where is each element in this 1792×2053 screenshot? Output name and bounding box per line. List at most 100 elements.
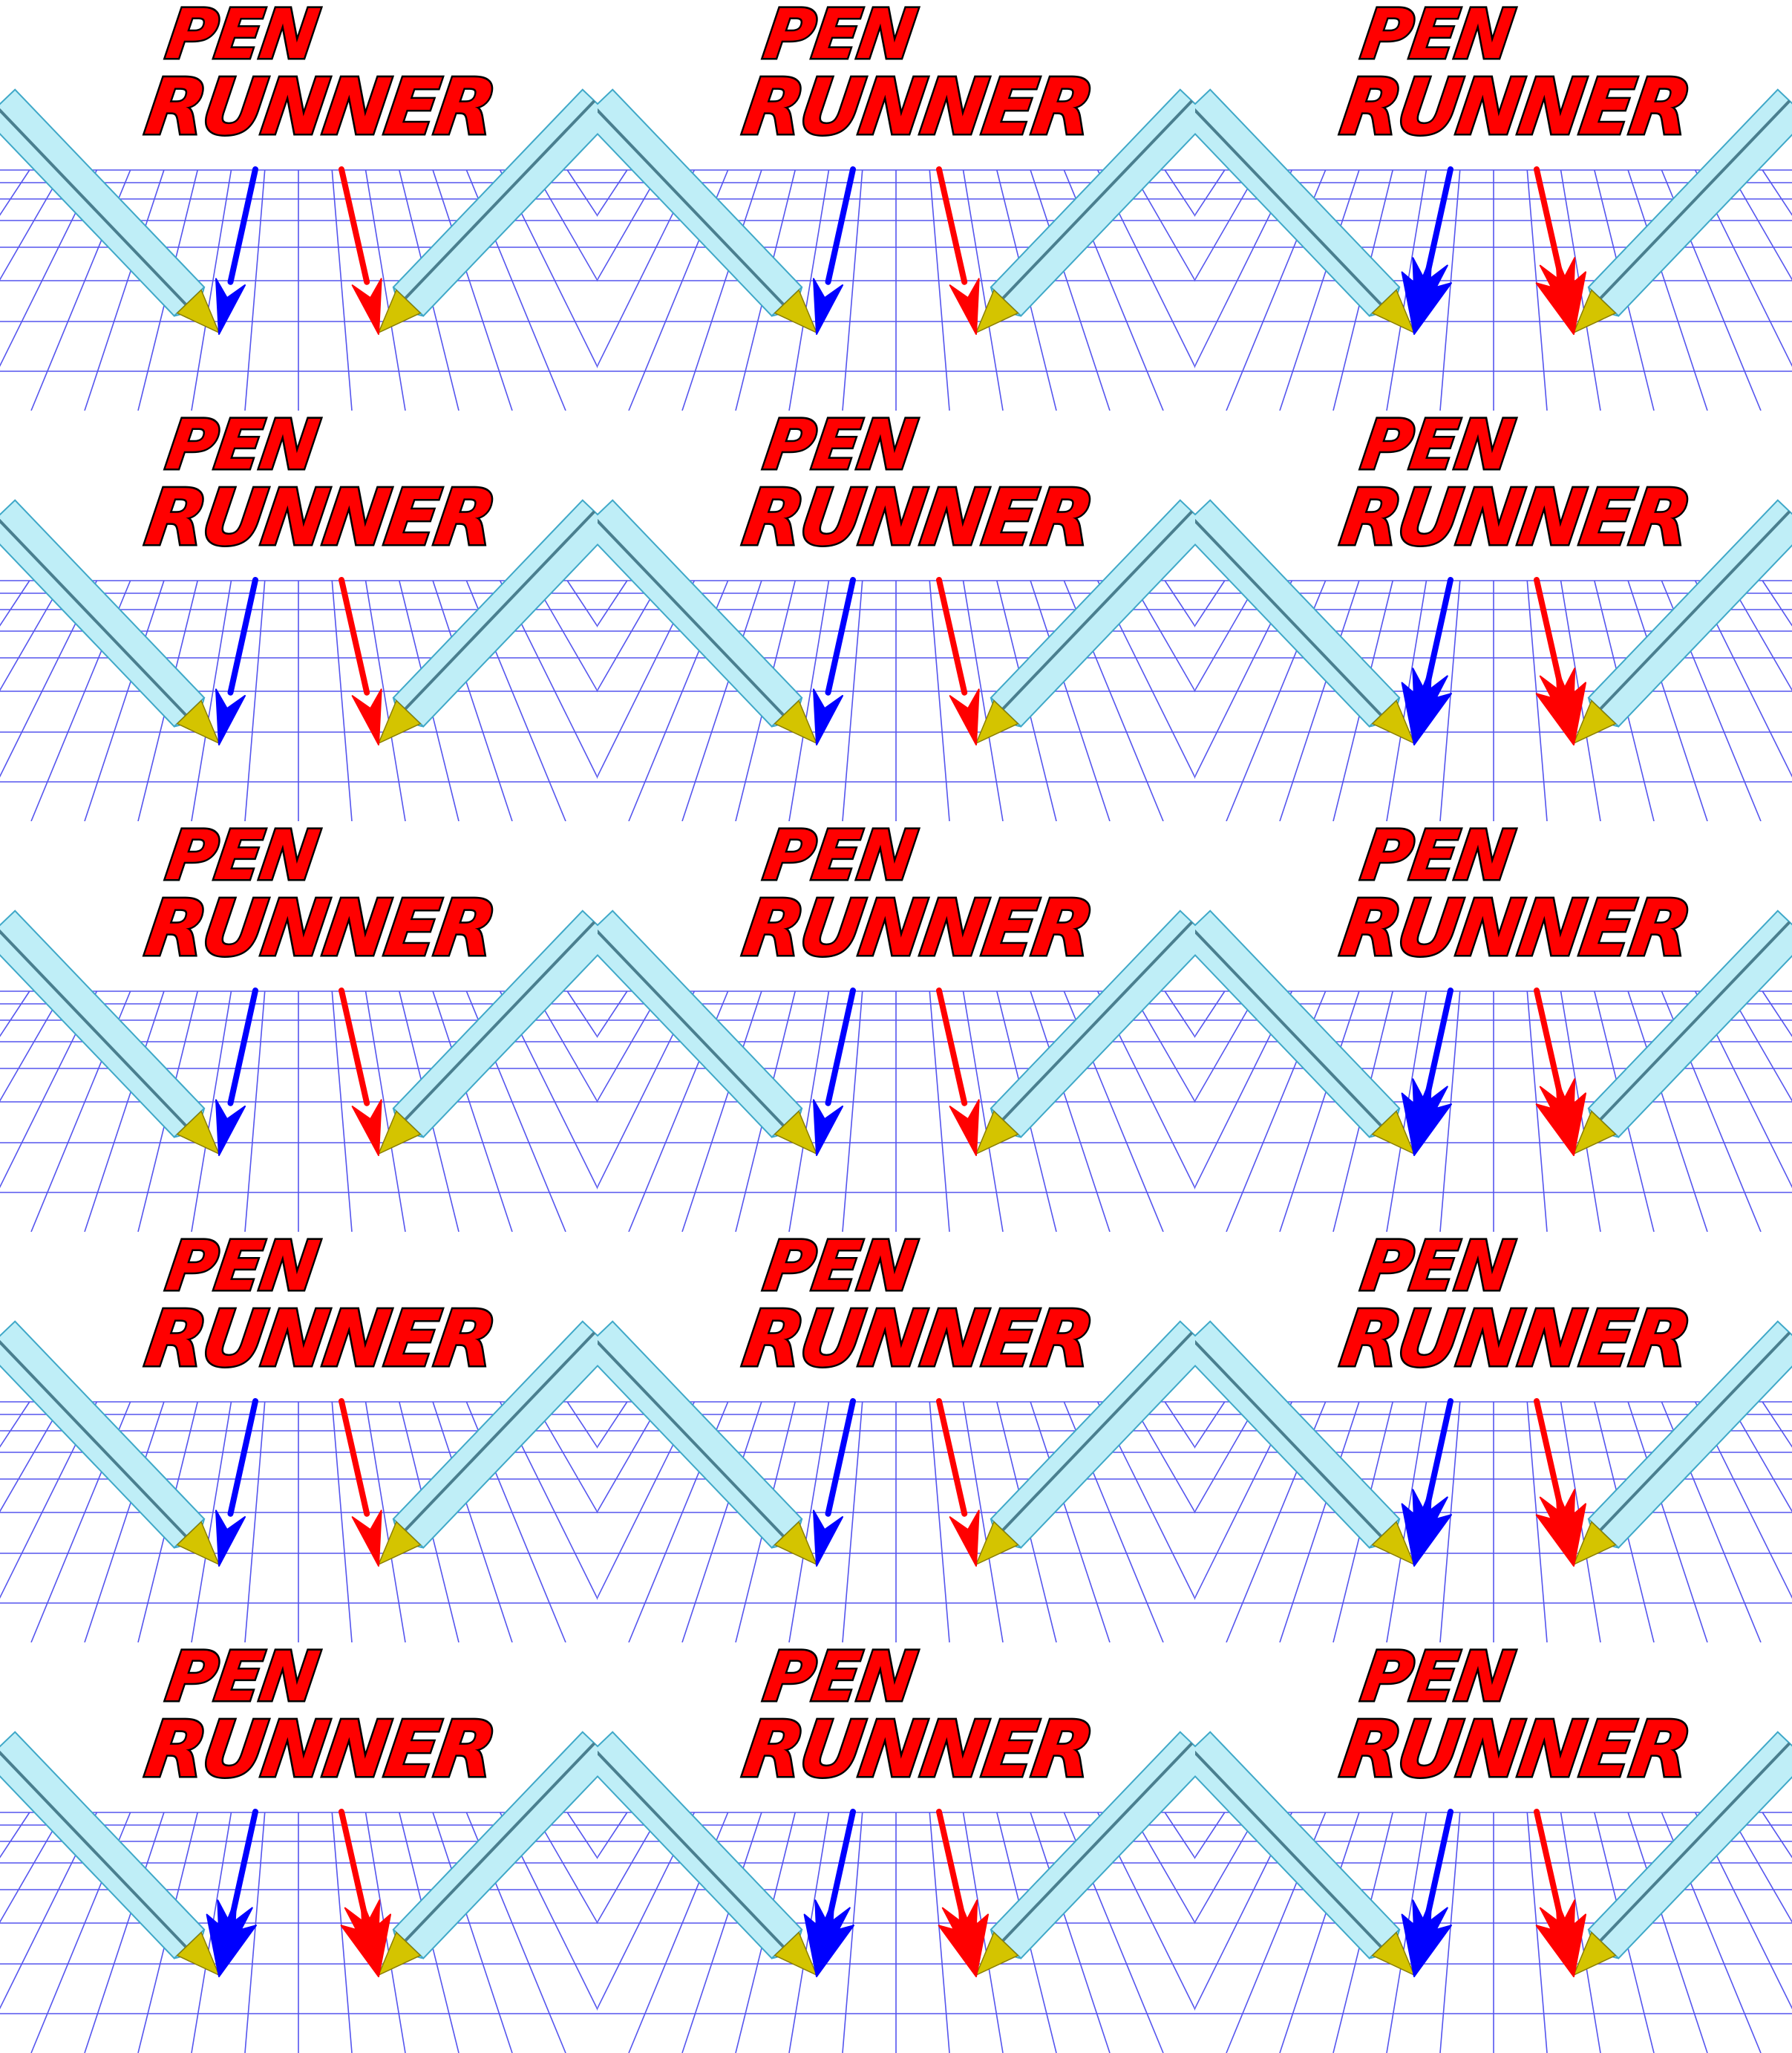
red-arrow [1534,166,1587,335]
arrow-head [812,278,844,335]
arrow-head [1535,1897,1587,1977]
grid-line-converging [962,580,1004,821]
grid-line-converging [1439,169,1461,411]
grid-line-converging [1526,990,1548,1232]
arrow-head [1401,1486,1453,1567]
grid-line-converging [331,580,353,821]
pen-tip [176,1521,220,1566]
grid-line-converging [681,990,762,1232]
grid-line-converging [191,990,232,1232]
animation-frame: PEN RUNNER [598,821,1195,1232]
pen-body [1195,1731,1401,1959]
grid-line-converging [432,990,513,1232]
grid-line-converging [244,1812,266,2053]
pen-highlight-stripe [404,921,596,1121]
grid-line-converging [244,169,266,411]
right-pen [377,910,598,1155]
grid-line-converging [1195,1812,1259,1923]
grid-line-converging [962,169,1004,411]
logo-line-pen: PEN [162,411,323,485]
arrow-head [1401,1076,1453,1156]
blue-arrow [1401,1809,1453,1977]
left-pen [598,1731,818,1977]
pen-tip [1572,1931,1617,1977]
blue-arrow [215,577,258,745]
left-pen [1195,1320,1416,1566]
grid-line-converging [1164,1812,1195,1860]
logo-line-pen: PEN [162,821,323,895]
grid-line-converging [533,1812,598,1925]
red-arrow [936,577,980,745]
grid-line-converging [1131,580,1195,693]
grid-line-converging [1627,1812,1708,2053]
arrow-head [1535,255,1587,335]
grid-line-converging [598,1812,628,1858]
blue-arrow [1401,166,1453,335]
grid-line-converging [1762,169,1792,216]
arrow-head [1535,1076,1587,1156]
grid-line-converging [84,990,165,1232]
logo-line-runner: RUNNER [1335,472,1694,562]
red-arrow [936,166,980,335]
grid-line-converging [842,1812,863,2053]
arrow-head [938,1897,990,1977]
grid-line-converging [331,1812,353,2053]
grid-line-converging [1195,1401,1259,1512]
arrow-head [215,1509,246,1567]
red-arrow [936,1398,980,1567]
grid-line-converging [1195,990,1259,1102]
arrow-head [206,1897,258,1977]
logo-line-runner: RUNNER [738,62,1096,151]
pen-tip [1371,289,1416,334]
grid-line-converging [1030,169,1111,411]
left-pen [1195,88,1416,334]
arrow-shaft [825,577,856,696]
grid-line-converging [432,580,513,821]
arrow-shaft [227,577,258,696]
grid-line-converging [1030,1401,1111,1642]
grid-line-converging [1439,580,1461,821]
grid-line-converging [1526,1812,1548,2053]
grid-line-converging [598,1401,661,1512]
grid-line-converging [681,580,762,821]
right-pen [377,1320,598,1566]
grid-line-converging [788,580,830,821]
arrow-head [215,688,246,745]
pen-tip [1371,1931,1416,1977]
pen-tip [1371,1110,1416,1155]
grid-line-converging [962,990,1004,1232]
arrow-head [812,1509,844,1567]
pen-tip [176,1931,220,1977]
grid-line-converging [1131,990,1195,1103]
grid-line-converging [788,169,830,411]
pen-highlight-stripe [0,929,187,1127]
pen-highlight-stripe [0,1750,187,1948]
pen-body [0,1731,206,1959]
grid-line-converging [962,1401,1004,1642]
logo-line-pen: PEN [1357,0,1518,74]
animation-frame: PEN RUNNER [598,0,1195,411]
grid-line-converging [1195,580,1259,691]
pen-tip [774,289,818,334]
blue-arrow [803,1809,856,1977]
pen-highlight-stripe [404,1742,596,1942]
grid-line-converging [1164,990,1195,1039]
grid-line-converging [929,169,950,411]
logo-line-runner: RUNNER [738,1293,1096,1383]
grid-line-converging [533,1401,598,1514]
arrow-head [812,688,844,745]
grid-line-converging [788,1401,830,1642]
logo-line-pen: PEN [162,1642,323,1717]
pen-tip [1572,289,1617,334]
grid-line-converging [681,169,762,411]
